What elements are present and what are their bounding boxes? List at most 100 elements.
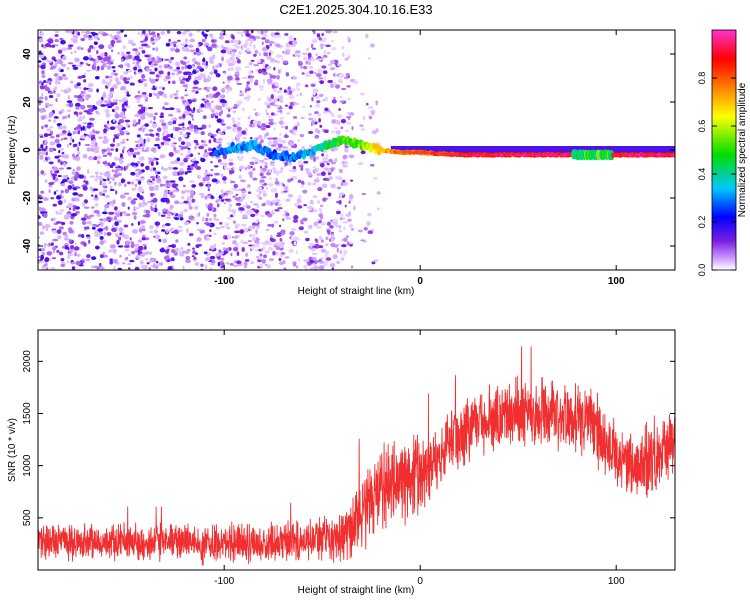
heatmap-cell (137, 239, 143, 243)
heatmap-cell (110, 39, 116, 45)
heatmap-cell (318, 258, 322, 263)
heatmap-cell (94, 202, 99, 207)
heatmap-cell (217, 261, 221, 267)
heatmap-cell (81, 233, 85, 239)
heatmap-cell (232, 106, 238, 109)
heatmap-cell (366, 102, 369, 106)
heatmap-cell (54, 177, 59, 182)
heatmap-cell (107, 94, 113, 97)
heatmap-cell (58, 60, 64, 65)
heatmap-cell (266, 78, 273, 84)
heatmap-cell (302, 189, 308, 194)
heatmap-cell (330, 59, 336, 65)
heatmap-cell (202, 33, 208, 38)
heatmap-cell (171, 141, 174, 146)
heatmap-cell (208, 248, 212, 251)
heatmap-cell (207, 93, 214, 98)
heatmap-cell (113, 216, 117, 221)
heatmap-cell (338, 168, 343, 174)
heatmap-cell (237, 117, 241, 121)
heatmap-cell (65, 174, 69, 178)
heatmap-cell (90, 187, 95, 192)
heatmap-cell (238, 158, 244, 162)
heatmap-cell (55, 79, 60, 85)
heatmap-cell (57, 174, 62, 178)
heatmap-cell (224, 165, 227, 170)
heatmap-cell (113, 265, 116, 270)
heatmap-cell (235, 71, 240, 76)
heatmap-cell (197, 87, 202, 91)
heatmap-cell (116, 142, 121, 147)
heatmap-cell (216, 118, 223, 123)
heatmap-cell (345, 116, 352, 119)
heatmap-cell (51, 257, 57, 260)
heatmap-cell (265, 108, 268, 114)
heatmap-y-tick-label: 20 (22, 96, 33, 108)
heatmap-cell (318, 76, 324, 80)
heatmap-cell (278, 261, 284, 265)
heatmap-cell (70, 245, 74, 250)
heatmap-cell (93, 61, 97, 67)
heatmap-cell (111, 224, 115, 229)
heatmap-cell (86, 147, 92, 152)
heatmap-cell (53, 116, 59, 119)
heatmap-cell (150, 63, 154, 68)
heatmap-cell (196, 30, 200, 33)
heatmap-cell (300, 166, 304, 171)
heatmap-cell (202, 216, 205, 222)
heatmap-cell (59, 125, 63, 130)
heatmap-cell (307, 52, 312, 58)
heatmap-cell (205, 61, 208, 66)
heatmap-cell (290, 228, 297, 231)
heatmap-cell (106, 147, 111, 152)
heatmap-cell (170, 56, 174, 60)
heatmap-cell (122, 262, 126, 265)
heatmap-cell (306, 169, 310, 174)
heatmap-cell (72, 138, 75, 143)
heatmap-cell (265, 161, 268, 167)
heatmap-cell (342, 52, 345, 58)
heatmap-cell (96, 213, 101, 216)
heatmap-cell (224, 40, 230, 44)
heatmap-cell (235, 202, 242, 207)
heatmap-cell (194, 205, 199, 210)
heatmap-cell (191, 255, 195, 258)
heatmap-cell (314, 71, 317, 74)
heatmap-cell (150, 147, 156, 152)
heatmap-cell (141, 93, 148, 98)
heatmap-cell (268, 52, 272, 57)
heatmap-cell (310, 58, 316, 62)
heatmap-cell (77, 150, 81, 155)
heatmap-cell (180, 153, 184, 156)
heatmap-cell (313, 168, 318, 173)
heatmap-cell (332, 254, 338, 260)
heatmap-cell (186, 167, 192, 171)
heatmap-cell (120, 51, 125, 57)
heatmap-cell (140, 125, 144, 129)
heatmap-cell (259, 165, 263, 169)
heatmap-cell (200, 103, 205, 108)
heatmap-cell (181, 61, 187, 65)
heatmap-cell (114, 164, 119, 168)
heatmap-cell (64, 188, 70, 194)
heatmap-cell (247, 75, 252, 79)
heatmap-cell (150, 161, 154, 167)
heatmap-cell (252, 167, 256, 171)
heatmap-cell (137, 221, 140, 226)
heatmap-cell (293, 143, 298, 149)
heatmap-cell (339, 250, 343, 255)
heatmap-cell (97, 65, 100, 71)
heatmap-cell (75, 156, 81, 162)
heatmap-cell (252, 236, 256, 242)
heatmap-cell (213, 69, 218, 75)
heatmap-cell (94, 230, 99, 235)
heatmap-cell (362, 115, 365, 121)
heatmap-cell (87, 169, 90, 175)
heatmap-cell (183, 221, 190, 226)
heatmap-cell (124, 130, 129, 134)
heatmap-cell (293, 37, 297, 41)
heatmap-cell (326, 222, 331, 226)
heatmap-cell (316, 177, 319, 182)
snr-y-tick-label: 2000 (22, 350, 33, 373)
heatmap-cell (368, 115, 373, 120)
